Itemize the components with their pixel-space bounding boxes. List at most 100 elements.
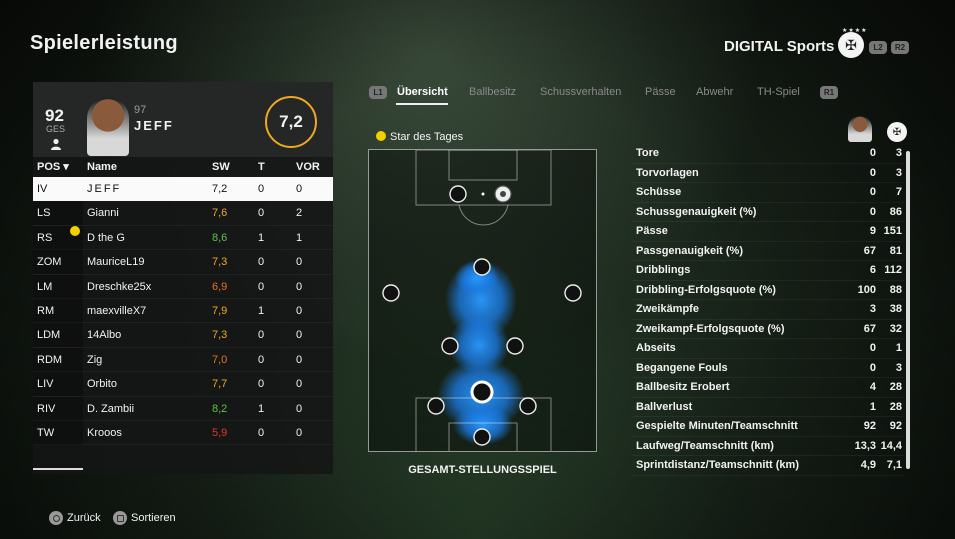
row-position: LIV <box>37 378 54 391</box>
stat-row: Dribbling-Erfolgsquote (%) 100 88 <box>632 281 904 300</box>
stat-team-value: 14,4 <box>880 439 902 452</box>
table-row[interactable]: RIV D. Zambii 8,2 1 0 <box>33 396 333 421</box>
stat-row: Torvorlagen 0 3 <box>632 164 904 183</box>
row-rating: 8,2 <box>212 402 228 415</box>
table-row[interactable]: LS Gianni 7,6 0 2 <box>33 201 333 226</box>
position-cell <box>33 372 83 397</box>
stat-row: Pässe 9 151 <box>632 222 904 242</box>
position-cell <box>33 298 83 323</box>
stat-team-value: 86 <box>889 205 902 218</box>
stat-label: Zweikämpfe <box>636 303 699 315</box>
row-name: Orbito <box>87 378 117 391</box>
l1-button-hint[interactable]: L1 <box>369 86 387 99</box>
table-row[interactable]: RM maexvilleX7 7,9 1 0 <box>33 298 333 324</box>
square-button-icon <box>113 511 127 525</box>
col-name: Name <box>87 161 117 173</box>
row-goals: 0 <box>258 426 265 439</box>
stat-label: Ballbesitz Erobert <box>636 381 730 393</box>
row-rating: 6,9 <box>212 280 228 293</box>
stat-player-value: 0 <box>869 166 876 179</box>
row-assists: 2 <box>296 207 303 220</box>
selected-player-marker <box>470 380 494 404</box>
position-cell <box>33 396 83 421</box>
row-position: RS <box>37 231 53 244</box>
stat-player-value: 3 <box>869 303 876 315</box>
row-goals: 0 <box>258 207 265 220</box>
stat-row: Laufweg/Teamschnitt (km) 13,3 14,4 <box>632 437 904 456</box>
row-rating: 5,9 <box>212 426 228 439</box>
stat-player-value: 92 <box>863 420 876 432</box>
r2-button-hint[interactable]: R2 <box>891 41 909 54</box>
stat-row: Ballbesitz Erobert 4 28 <box>632 378 904 398</box>
tab-paesse[interactable]: Pässe <box>645 86 676 98</box>
row-name: D the G <box>87 231 125 244</box>
row-assists: 0 <box>296 280 303 293</box>
stat-label: Schüsse <box>636 186 682 198</box>
table-row[interactable]: ZOM MauriceL19 7,3 0 0 <box>33 250 333 275</box>
stat-player-value: 1 <box>869 400 876 413</box>
player-table-body: IV JEFF 7,2 0 0 LS Gianni 7,6 0 2 RS D the G 8,6 1 1 ZO… <box>33 177 333 446</box>
row-goals: 0 <box>258 256 265 269</box>
player-number: 97 <box>134 104 147 116</box>
row-assists: 1 <box>296 231 303 244</box>
team-name: DIGITAL Sports <box>724 38 835 55</box>
row-rating: 7,3 <box>212 256 228 269</box>
stat-player-value: 4,9 <box>860 459 876 471</box>
stat-label: Pässe <box>636 225 668 237</box>
table-row[interactable]: TW Krooos 5,9 0 0 <box>33 420 333 446</box>
table-row[interactable]: IV JEFF 7,2 0 0 <box>33 177 333 202</box>
stat-label: Torvorlagen <box>636 166 699 179</box>
stat-row: Zweikämpfe 3 38 <box>632 300 904 320</box>
row-name: JEFF <box>87 183 122 195</box>
back-label: Zurück <box>67 512 101 524</box>
r1-button-hint[interactable]: R1 <box>820 86 838 99</box>
stat-team-value: 3 <box>895 361 902 374</box>
stat-team-value: 151 <box>883 225 902 237</box>
active-tab-indicator <box>396 103 448 105</box>
row-goals: 1 <box>258 304 265 317</box>
stat-player-value: 0 <box>869 147 876 159</box>
stats-scrollbar[interactable] <box>906 151 910 469</box>
match-rating-value: 7,2 <box>279 112 303 131</box>
row-name: 14Albo <box>87 329 122 342</box>
table-row[interactable]: LM Dreschke25x 6,9 0 0 <box>33 274 333 299</box>
stat-label: Zweikampf-Erfolgsquote (%) <box>636 322 785 335</box>
l2-button-hint[interactable]: L2 <box>869 41 887 54</box>
row-assists: 0 <box>296 378 303 391</box>
player-ratings-panel: 92 GES 97 JEFF 7,2 POS ▾ Name SW T VOR I… <box>33 82 333 474</box>
stat-team-value: 88 <box>889 283 902 296</box>
stat-player-value: 100 <box>857 283 876 296</box>
sort-hint[interactable]: Sortieren <box>113 511 176 525</box>
stat-team-value: 38 <box>889 303 902 315</box>
table-row[interactable]: RS D the G 8,6 1 1 <box>33 225 333 251</box>
position-cell <box>33 347 83 372</box>
stat-team-value: 3 <box>895 147 902 159</box>
stat-row: Abseits 0 1 <box>632 339 904 359</box>
row-assists: 0 <box>296 353 303 366</box>
tab-abwehr[interactable]: Abwehr <box>696 86 734 98</box>
back-hint[interactable]: Zurück <box>49 511 101 525</box>
star-of-the-day-text: Star des Tages <box>390 131 464 143</box>
tab-schussverhalten[interactable]: Schussverhalten <box>540 86 622 98</box>
positioning-heatmap <box>368 149 597 452</box>
pitch-svg <box>382 150 582 451</box>
stat-label: Gespielte Minuten/Teamschnitt <box>636 420 798 432</box>
tab-ballbesitz[interactable]: Ballbesitz <box>469 86 517 98</box>
table-row[interactable]: LDM 14Albo 7,3 0 0 <box>33 323 333 348</box>
sort-label: Sortieren <box>131 512 176 524</box>
table-row[interactable]: RDM Zig 7,0 0 0 <box>33 347 333 373</box>
position-cell <box>33 323 83 348</box>
position-cell <box>33 420 83 445</box>
stat-row: Ballverlust 1 28 <box>632 398 904 417</box>
tab-th-spiel[interactable]: TH-Spiel <box>757 86 800 98</box>
row-goals: 1 <box>258 402 265 415</box>
table-row[interactable]: LIV Orbito 7,7 0 0 <box>33 372 333 397</box>
tab-uebersicht[interactable]: Übersicht <box>397 86 448 98</box>
stat-player-value: 0 <box>869 186 876 198</box>
player-column-photo <box>848 116 872 142</box>
crest-stars: ★★★★ <box>842 28 868 34</box>
page-title: Spielerleistung <box>30 32 178 54</box>
heatmap-caption: GESAMT-STELLUNGSSPIEL <box>408 464 557 476</box>
col-pos-sort[interactable]: POS ▾ <box>37 161 69 173</box>
row-goals: 0 <box>258 183 265 195</box>
